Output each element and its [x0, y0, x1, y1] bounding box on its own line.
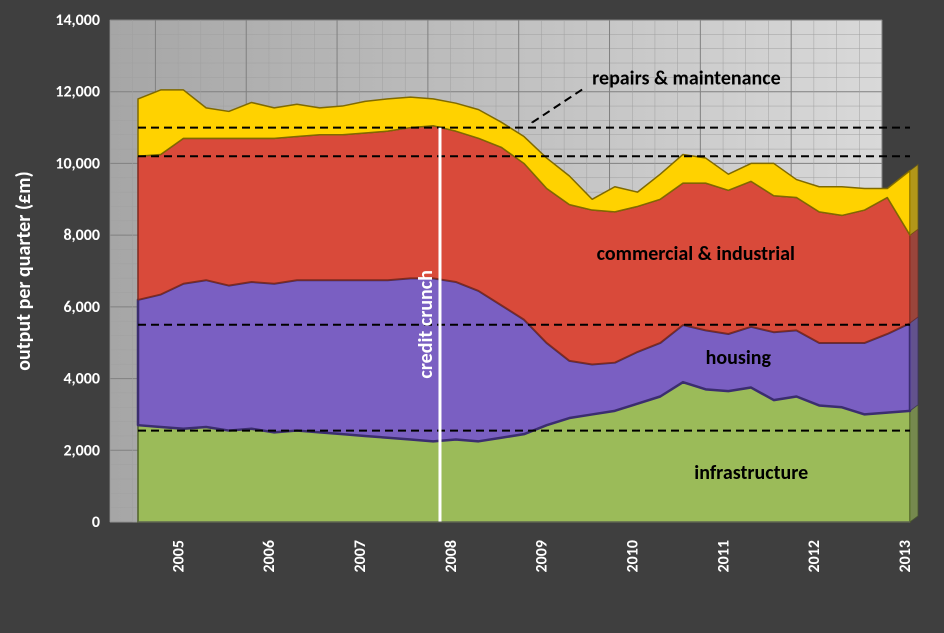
x-tick-label: 2011 — [714, 540, 733, 572]
x-tick-label: 2008 — [442, 540, 461, 572]
y-tick-label: 2,000 — [63, 441, 100, 460]
y-tick-label: 0 — [92, 513, 100, 532]
series-label-repairs_maintenance: repairs & maintenance — [592, 67, 781, 91]
series-label-infrastructure: infrastructure — [694, 461, 808, 485]
series-label-housing: housing — [706, 346, 772, 370]
x-tick-label: 2009 — [533, 540, 552, 572]
y-axis-label: output per quarter (£m) — [12, 171, 36, 370]
y-tick-label: 10,000 — [55, 154, 100, 173]
y-tick-label: 6,000 — [63, 298, 100, 317]
y-tick-label: 12,000 — [55, 83, 100, 102]
x-tick-label: 2013 — [896, 540, 915, 572]
x-tick-label: 2006 — [260, 540, 279, 572]
credit-crunch-label: credit crunch — [414, 270, 438, 378]
x-tick-label: 2010 — [624, 540, 643, 572]
y-tick-label: 14,000 — [55, 11, 100, 30]
x-tick-label: 2005 — [169, 540, 188, 572]
stacked-area-chart: credit crunch infrastructure housing commer… — [0, 0, 944, 633]
y-tick-label: 4,000 — [63, 370, 100, 389]
chart-svg: credit crunch infrastructure housing commer… — [0, 0, 944, 633]
x-tick-label: 2007 — [351, 540, 370, 572]
series-label-commercial_industrial: commercial & industrial — [597, 242, 795, 266]
y-tick-label: 8,000 — [63, 226, 100, 245]
x-tick-label: 2012 — [805, 540, 824, 572]
